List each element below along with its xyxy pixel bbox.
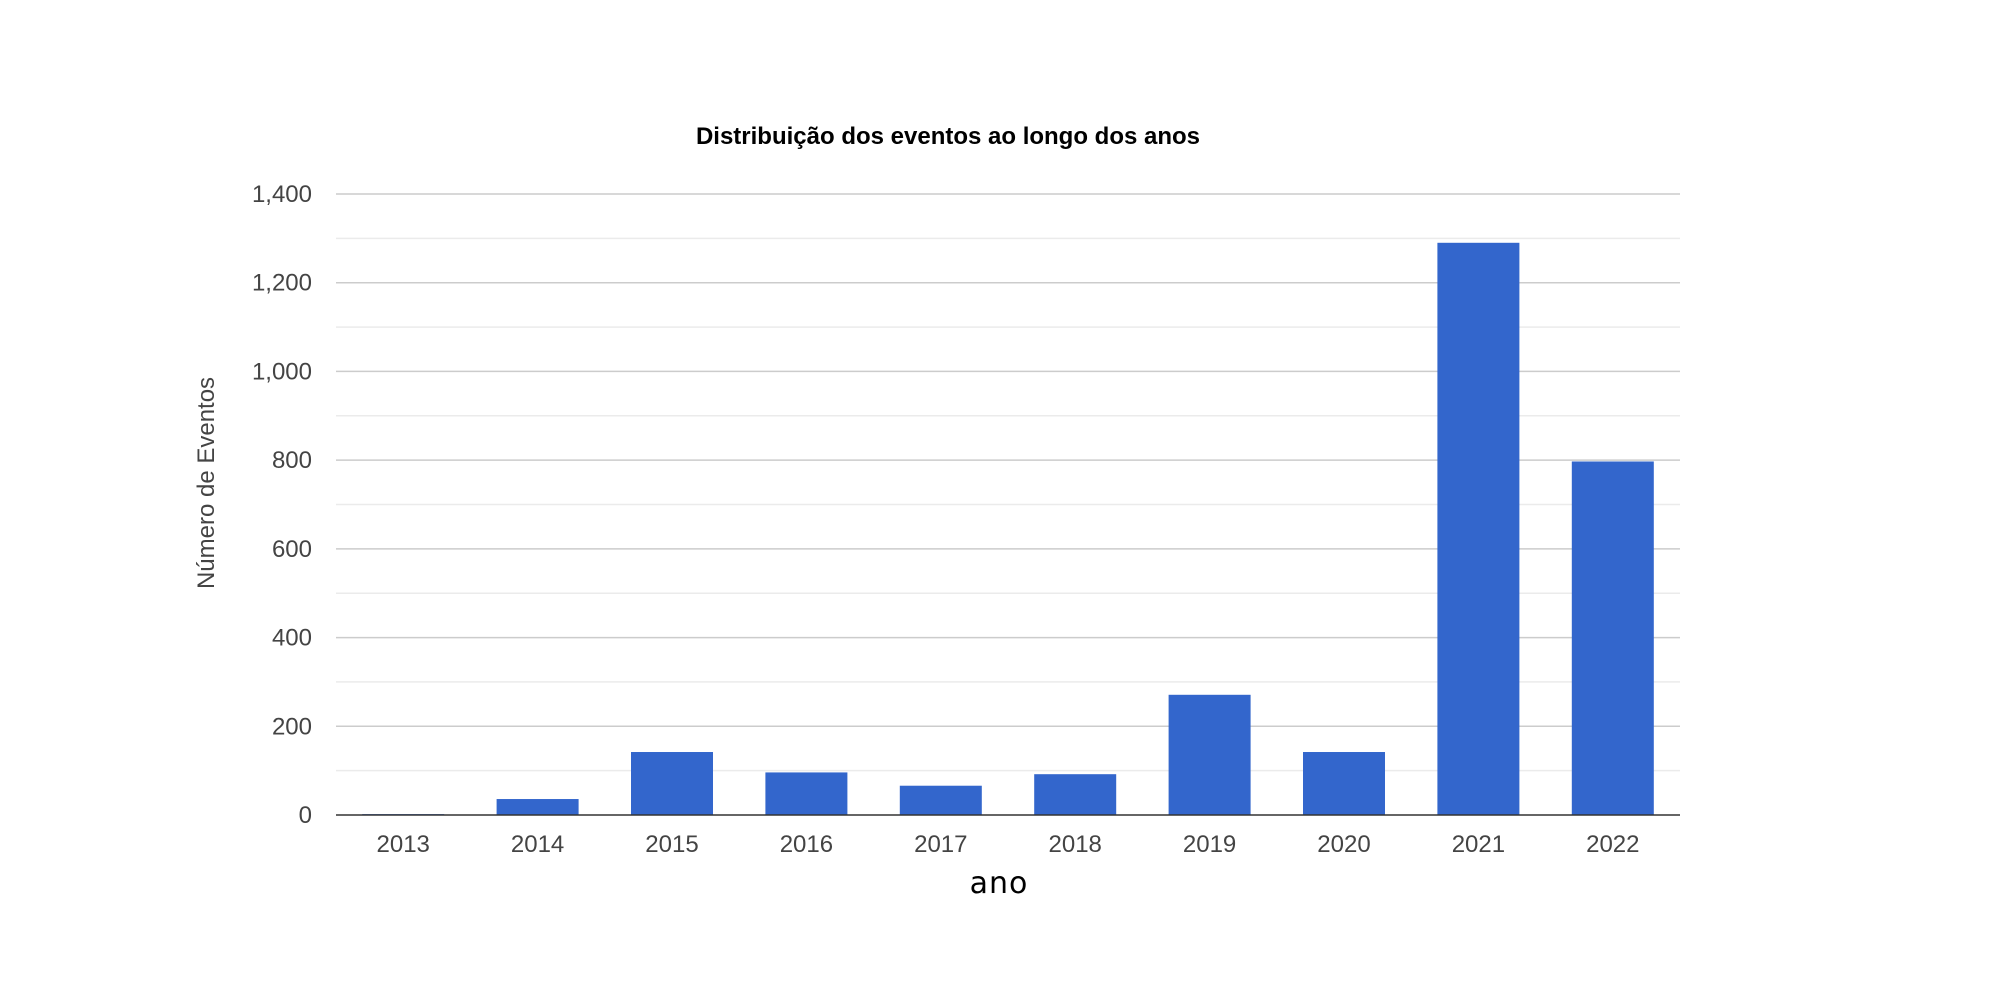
y-tick-label: 1,000 — [252, 358, 312, 385]
y-tick-label: 600 — [272, 536, 312, 563]
y-axis-tick-labels: 0 200 400 600 800 1,000 1,200 1,400 — [252, 181, 312, 829]
x-tick-label: 2019 — [1183, 831, 1236, 858]
minor-gridlines — [336, 237, 1680, 772]
x-axis-tick-labels: 2013 2014 2015 2016 2017 2018 2019 2020 2021 2022 — [377, 831, 1640, 858]
bar-2022 — [1571, 461, 1654, 815]
x-tick-label: 2022 — [1586, 831, 1639, 858]
bar-2016 — [765, 772, 848, 815]
y-axis-title: Número de Eventos — [193, 377, 220, 589]
bar-2021 — [1437, 242, 1520, 816]
y-tick-label: 800 — [272, 447, 312, 474]
y-tick-label: 1,200 — [252, 270, 312, 297]
x-axis-title: ano — [970, 866, 1029, 901]
x-tick-label: 2016 — [780, 831, 833, 858]
x-tick-label: 2021 — [1452, 831, 1505, 858]
x-tick-label: 2014 — [511, 831, 564, 858]
bars — [362, 242, 1654, 816]
bar-2015 — [631, 752, 713, 815]
bar-2020 — [1303, 752, 1385, 815]
y-tick-label: 200 — [272, 713, 312, 740]
x-tick-label: 2018 — [1049, 831, 1102, 858]
y-tick-label: 0 — [299, 802, 312, 829]
bar-2019 — [1168, 694, 1251, 815]
bar-2014 — [496, 799, 579, 815]
bar-2017 — [899, 785, 982, 815]
x-tick-label: 2020 — [1317, 831, 1370, 858]
x-tick-label: 2015 — [645, 831, 698, 858]
bar-2018 — [1034, 774, 1117, 815]
chart-title: Distribuição dos eventos ao longo dos an… — [696, 123, 1200, 150]
y-tick-label: 400 — [272, 625, 312, 652]
x-tick-label: 2017 — [914, 831, 967, 858]
x-tick-label: 2013 — [377, 831, 430, 858]
y-tick-label: 1,400 — [252, 181, 312, 208]
